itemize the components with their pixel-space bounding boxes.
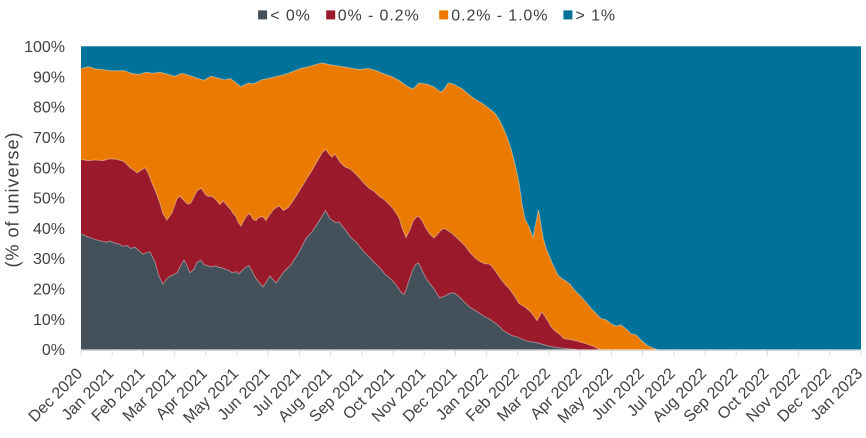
svg-text:100%: 100% xyxy=(24,39,65,56)
svg-text:0% - 0.2%: 0% - 0.2% xyxy=(338,8,420,25)
svg-text:0%: 0% xyxy=(42,342,65,359)
svg-text:40%: 40% xyxy=(33,221,65,238)
svg-text:> 1%: > 1% xyxy=(576,8,617,25)
svg-text:(% of universe): (% of universe) xyxy=(3,131,23,267)
svg-text:80%: 80% xyxy=(33,100,65,117)
svg-text:30%: 30% xyxy=(33,251,65,268)
svg-text:10%: 10% xyxy=(33,312,65,329)
svg-text:60%: 60% xyxy=(33,160,65,177)
svg-text:0.2% - 1.0%: 0.2% - 1.0% xyxy=(451,8,548,25)
svg-text:20%: 20% xyxy=(33,282,65,299)
svg-text:50%: 50% xyxy=(33,191,65,208)
svg-text:70%: 70% xyxy=(33,130,65,147)
svg-text:90%: 90% xyxy=(33,69,65,86)
svg-text:< 0%: < 0% xyxy=(270,8,311,25)
